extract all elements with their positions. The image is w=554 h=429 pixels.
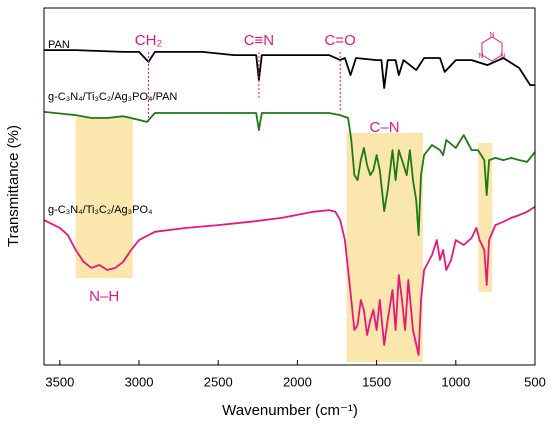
svg-text:N: N (500, 53, 505, 60)
legend-label: g-C₃N₄/Ti₃C₂/Ag₃PO₄ (48, 204, 153, 216)
line-layer (43, 49, 536, 356)
legend-label: g-C₃N₄/Ti₃C₂/Ag₃PO₄/PAN (48, 91, 177, 103)
x-tick-label: 3000 (125, 374, 154, 389)
spectrum-line (44, 49, 535, 89)
annotation: N–H (89, 288, 119, 305)
annotation: C–N (370, 119, 400, 136)
annotation: CH₂ (135, 32, 163, 49)
annotation: C=O (325, 32, 356, 49)
x-tick-label: 1000 (441, 374, 470, 389)
highlight-region (75, 117, 133, 278)
x-tick-label: 2500 (204, 374, 233, 389)
x-tick-label: 1500 (362, 374, 391, 389)
x-tick-label: 2000 (283, 374, 312, 389)
annotation: C≡N (244, 32, 274, 49)
spectrum-line (43, 111, 536, 236)
svg-text:N: N (489, 32, 494, 39)
highlight-layer (75, 117, 493, 362)
y-axis-label: Transmittance (%) (5, 125, 22, 247)
plot-frame (43, 7, 536, 366)
x-tick-label: 500 (524, 374, 546, 389)
x-tick-label: 3500 (45, 374, 74, 389)
x-axis-label: Wavenumber (cm⁻¹) (222, 402, 358, 419)
legend-label: PAN (48, 39, 70, 51)
molecule-icon: N N N (478, 32, 506, 62)
svg-text:N: N (478, 53, 483, 60)
spectrum-line (43, 206, 536, 356)
